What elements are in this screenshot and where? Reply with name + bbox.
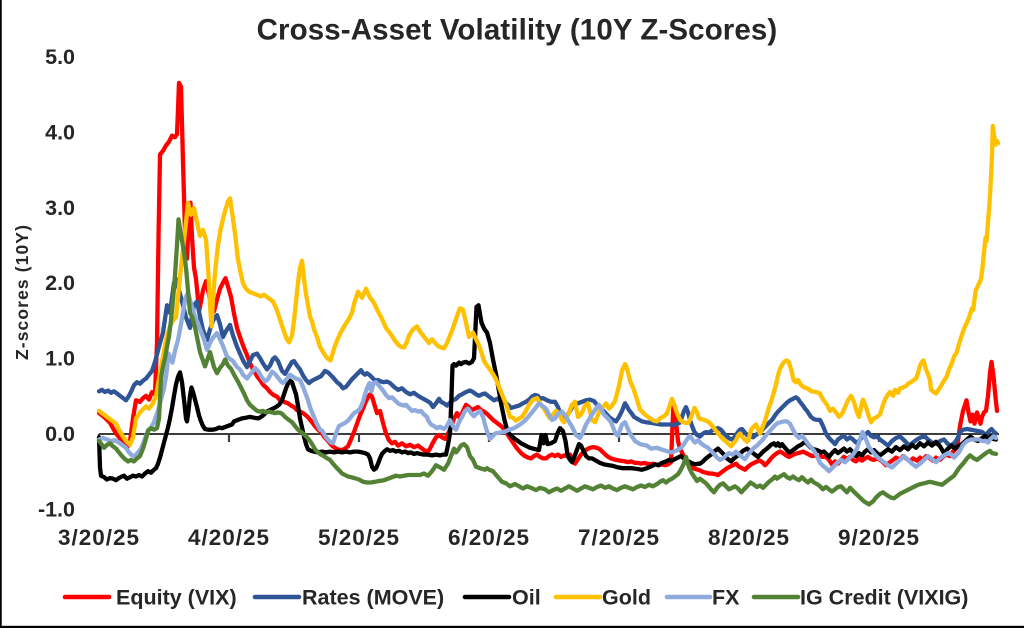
svg-text:Z-scores (10Y): Z-scores (10Y) <box>12 224 32 360</box>
svg-text:2.0: 2.0 <box>45 271 75 295</box>
svg-text:5/20/25: 5/20/25 <box>318 525 400 550</box>
svg-text:-1.0: -1.0 <box>38 497 75 521</box>
svg-text:5.0: 5.0 <box>45 45 75 69</box>
svg-text:7/20/25: 7/20/25 <box>578 525 660 550</box>
svg-text:0.0: 0.0 <box>45 422 75 446</box>
svg-text:4/20/25: 4/20/25 <box>188 525 270 550</box>
svg-text:Rates (MOVE): Rates (MOVE) <box>302 586 444 610</box>
svg-text:8/20/25: 8/20/25 <box>708 525 790 550</box>
svg-text:FX: FX <box>712 586 740 610</box>
svg-text:Oil: Oil <box>512 586 541 610</box>
svg-text:Cross-Asset Volatility (10Y Z-: Cross-Asset Volatility (10Y Z-Scores) <box>257 14 778 47</box>
svg-text:Gold: Gold <box>602 586 651 610</box>
svg-text:3/20/25: 3/20/25 <box>58 525 140 550</box>
svg-text:Equity (VIX): Equity (VIX) <box>116 586 237 610</box>
svg-text:9/20/25: 9/20/25 <box>838 525 920 550</box>
svg-text:6/20/25: 6/20/25 <box>448 525 530 550</box>
svg-text:4.0: 4.0 <box>45 120 75 144</box>
svg-text:3.0: 3.0 <box>45 196 75 220</box>
svg-text:IG Credit (VIXIG): IG Credit (VIXIG) <box>800 586 968 610</box>
svg-text:1.0: 1.0 <box>45 347 75 371</box>
